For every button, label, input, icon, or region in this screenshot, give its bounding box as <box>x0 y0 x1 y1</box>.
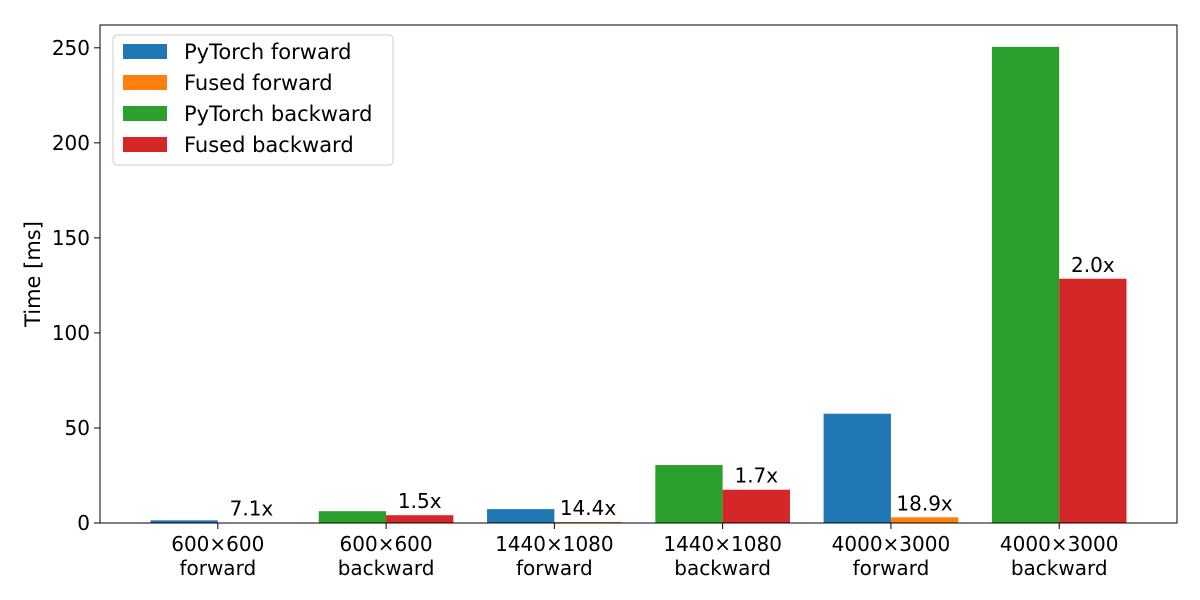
bar-pytorch-forward <box>150 520 218 523</box>
x-tick-label: forward <box>853 556 930 580</box>
y-tick-label: 200 <box>52 131 90 155</box>
y-tick-label: 50 <box>65 416 90 440</box>
x-tick-label: 1440×1080 <box>495 532 614 556</box>
legend-swatch <box>123 106 167 121</box>
x-tick-label: 1440×1080 <box>663 532 782 556</box>
bar-fused-forward <box>890 517 959 523</box>
x-tick-label: forward <box>179 556 256 580</box>
y-axis: 0 50 100 150 200 250 <box>52 36 100 535</box>
legend-swatch <box>123 137 167 152</box>
legend-entry: PyTorch backward <box>184 102 372 126</box>
y-tick-label: 0 <box>77 511 90 535</box>
x-tick-label: backward <box>674 556 771 580</box>
speedup-label: 1.7x <box>734 464 778 488</box>
y-tick-label: 100 <box>52 321 90 345</box>
y-tick-label: 150 <box>52 226 90 250</box>
bar-fused-backward <box>1059 278 1127 523</box>
y-axis-label: Time [ms] <box>21 221 45 328</box>
legend-entry: Fused backward <box>184 133 354 157</box>
bars <box>150 46 1127 524</box>
bar-pytorch-backward <box>318 511 387 523</box>
x-tick-label: backward <box>338 556 435 580</box>
bar-fused-backward <box>722 489 790 523</box>
speedup-label: 1.5x <box>398 489 442 513</box>
bar-pytorch-backward <box>655 465 723 523</box>
bar-pytorch-forward <box>823 413 891 523</box>
bar-pytorch-forward <box>487 509 555 523</box>
plot-frame <box>99 24 1178 524</box>
bar-fused-backward <box>386 515 454 523</box>
y-tick-label: 250 <box>52 36 90 60</box>
legend-swatch <box>123 44 167 59</box>
legend: PyTorch forward Fused forward PyTorch back… <box>112 34 394 166</box>
legend-entry: Fused forward <box>184 71 333 95</box>
speedup-label: 18.9x <box>896 491 953 515</box>
x-tick-label: 4000×3000 <box>1000 532 1119 556</box>
legend-box <box>112 34 394 166</box>
x-axis: 600×600forward600×600backward1440×1080fo… <box>171 523 1118 580</box>
x-tick-label: forward <box>516 556 593 580</box>
data-labels: 7.1x 1.5x 14.4x 1.7x 18.9x 2.0x <box>230 253 1115 521</box>
legend-swatch <box>123 75 167 90</box>
x-tick-label: 600×600 <box>340 532 433 556</box>
legend-entry: PyTorch forward <box>184 40 351 64</box>
x-tick-label: backward <box>1011 556 1108 580</box>
x-tick-label: 4000×3000 <box>832 532 951 556</box>
x-tick-label: 600×600 <box>171 532 264 556</box>
bar-pytorch-backward <box>991 46 1060 524</box>
speedup-label: 2.0x <box>1071 253 1115 277</box>
speedup-label: 14.4x <box>560 496 617 520</box>
speedup-label: 7.1x <box>230 497 274 521</box>
